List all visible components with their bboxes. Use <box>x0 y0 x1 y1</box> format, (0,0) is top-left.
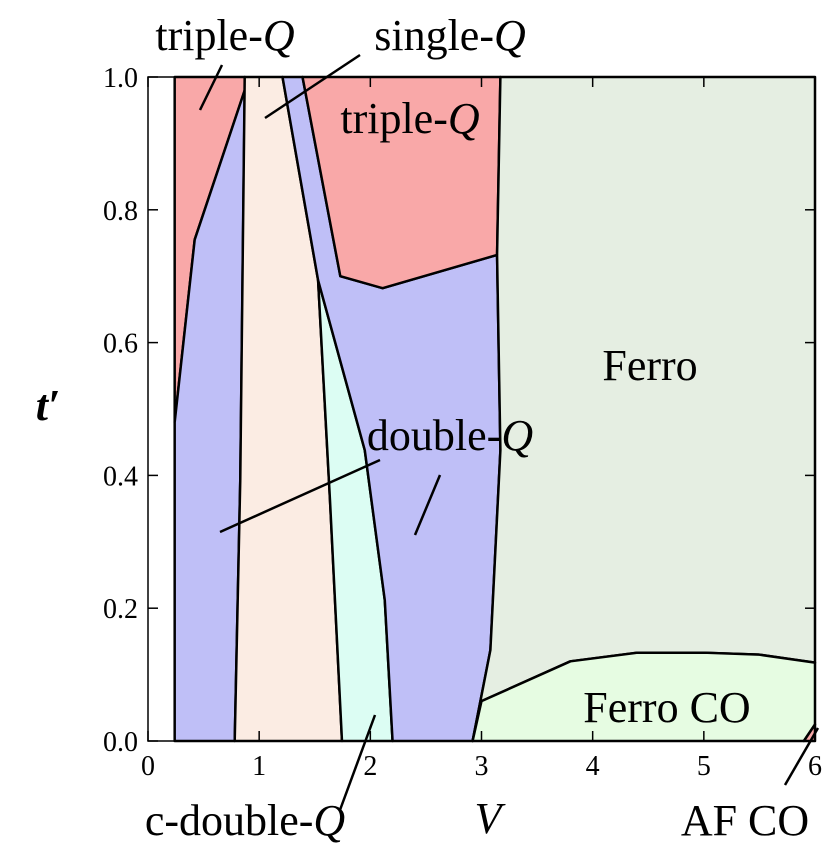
label-text: single- <box>374 11 494 60</box>
y-axis-label: t′ <box>36 381 61 430</box>
label-math: Q <box>313 796 345 845</box>
x-tick-label: 6 <box>808 751 822 782</box>
x-tick-label: 2 <box>363 751 377 782</box>
label-text: AF CO <box>681 796 809 845</box>
label-text: c-double- <box>145 796 314 845</box>
y-tick-label: 0.6 <box>103 329 138 360</box>
y-tick-label: 0.0 <box>103 727 138 758</box>
label-math: Q <box>494 11 526 60</box>
label-math: Q <box>501 411 533 460</box>
y-tick-label: 1.0 <box>103 63 138 94</box>
region-label: Ferro CO <box>583 683 750 732</box>
region-label: AF CO <box>681 796 809 845</box>
x-tick-label: 5 <box>697 751 711 782</box>
label-text: double- <box>367 411 501 460</box>
x-axis-label: V <box>475 794 507 843</box>
region-label: triple-Q <box>155 11 294 60</box>
x-tick-label: 0 <box>141 751 155 782</box>
leader-line <box>338 714 377 811</box>
region-label: single-Q <box>374 11 526 60</box>
leader-line <box>783 727 820 786</box>
leader-line <box>413 474 442 536</box>
region-label: double-Q <box>367 411 533 460</box>
label-text: Ferro <box>602 341 697 390</box>
label-text: triple- <box>155 11 263 60</box>
phase-region: Ferro <box>471 75 817 743</box>
x-tick-label: 1 <box>252 751 266 782</box>
x-tick-label: 4 <box>586 751 600 782</box>
y-tick-label: 0.8 <box>103 196 138 227</box>
x-tick-label: 3 <box>475 751 489 782</box>
leader-line <box>219 458 381 534</box>
y-tick-label: 0.4 <box>103 461 138 492</box>
region-label: Ferro <box>602 341 697 390</box>
axes: 0 1 2 3 4 5 6 0.0 0.2 0.4 0.6 0.8 1.0 <box>103 63 822 782</box>
label-text: triple- <box>340 94 448 143</box>
label-math: Q <box>263 11 295 60</box>
label-math: Q <box>448 94 480 143</box>
leader-lines <box>198 53 820 811</box>
regions: triple-Qdouble-Qsingle-Qc-double-Qdouble… <box>173 75 817 743</box>
region-label: c-double-Q <box>145 796 345 845</box>
leader-line <box>198 64 224 111</box>
y-tick-label: 0.2 <box>103 594 138 625</box>
region-label: triple-Q <box>340 94 479 143</box>
leader-line <box>264 53 361 120</box>
label-text: Ferro CO <box>583 683 750 732</box>
region-labels: triple-Q single-Qtriple-QFerrodouble-QFer… <box>145 11 809 845</box>
